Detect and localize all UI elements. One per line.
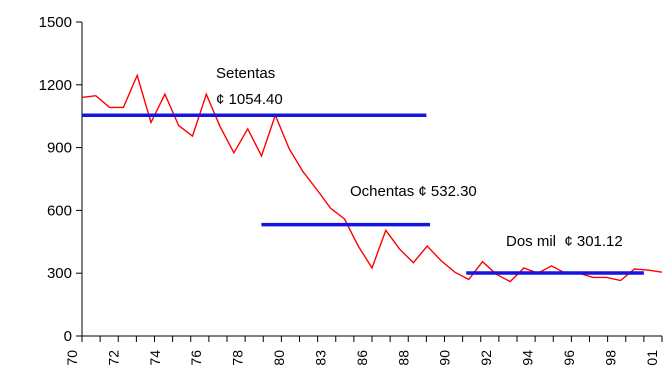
y-tick-label: 0	[64, 328, 72, 345]
x-tick-label: 74	[147, 350, 163, 366]
x-axis: 70 72 74 76 78 80 83 86 88 90 92 94 96 98 01	[64, 335, 663, 366]
x-tick-label: 70	[64, 350, 80, 366]
x-tick-label: 86	[354, 350, 370, 366]
x-tick-label: 96	[561, 350, 577, 366]
x-tick-label: 83	[312, 350, 328, 366]
annotation-setentas-label: Setentas	[216, 65, 275, 82]
annotation-dos-mil: Dos mil ¢ 301.12	[506, 233, 623, 250]
y-tick-label: 900	[47, 140, 72, 157]
x-tick-label: 01	[644, 350, 660, 366]
y-tick-label: 600	[47, 202, 72, 219]
y-tick-label: 1200	[39, 77, 72, 94]
x-tick-label: 72	[105, 350, 121, 366]
annotations: Setentas ¢ 1054.40 Ochentas ¢ 532.30 Dos…	[216, 65, 623, 250]
y-tick-label: 300	[47, 265, 72, 282]
series-line	[81, 73, 663, 283]
series-layer	[81, 73, 663, 283]
x-tick-label: 76	[188, 350, 204, 366]
average-lines	[82, 113, 644, 275]
annotation-setentas-value: ¢ 1054.40	[216, 91, 283, 108]
x-tick-label: 94	[520, 350, 536, 366]
x-tick-label: 78	[230, 350, 246, 366]
x-tick-label: 80	[271, 350, 287, 366]
x-tick-label: 90	[437, 350, 453, 366]
x-tick-label: 88	[395, 350, 411, 366]
x-tick-label: 98	[602, 350, 618, 366]
y-axis: 0 300 600 900 1200 1500	[39, 14, 83, 345]
x-tick-label: 92	[478, 350, 494, 366]
y-tick-label: 1500	[39, 14, 72, 31]
annotation-ochentas: Ochentas ¢ 532.30	[350, 183, 477, 200]
